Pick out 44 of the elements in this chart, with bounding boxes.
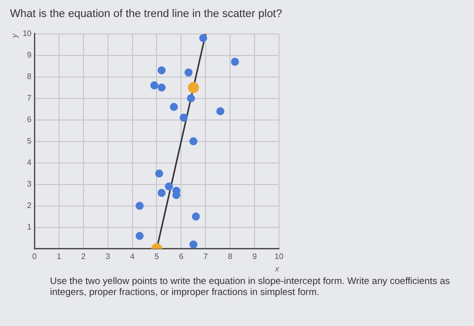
y-tick-label: 4 (27, 158, 32, 168)
y-tick-label: 2 (27, 201, 32, 210)
point (136, 232, 144, 240)
point (158, 66, 166, 74)
point (150, 81, 158, 90)
x-axis-title: x (274, 264, 280, 274)
y-axis-title: y (10, 32, 20, 39)
y-tick-label: 10 (22, 29, 32, 38)
chart-title: What is the equation of the trend line in the scatter plot? (10, 8, 282, 20)
y-tick-label: 9 (27, 50, 32, 60)
x-tick-label: 0 (32, 252, 38, 261)
y-tick-label: 3 (27, 180, 32, 189)
y-tick-label: 6 (27, 115, 32, 124)
point (186, 94, 195, 102)
point (184, 68, 193, 76)
x-tick-label: 3 (106, 252, 111, 261)
point (188, 82, 199, 94)
y-tick-label: 7 (27, 94, 32, 103)
point (192, 212, 200, 221)
x-tick-label: 10 (274, 252, 284, 261)
point (230, 58, 239, 66)
x-tick-label: 7 (203, 252, 208, 261)
point (189, 240, 198, 248)
x-tick-label: 8 (228, 252, 233, 261)
x-tick-label: 1 (56, 252, 62, 261)
y-tick-label: 8 (27, 72, 32, 82)
point (164, 182, 173, 190)
y-tick-label: 5 (27, 136, 32, 146)
point (199, 34, 208, 42)
point (180, 114, 188, 122)
point (158, 84, 166, 92)
point (158, 188, 166, 197)
y-tick-label: 1 (27, 222, 32, 232)
x-tick-label: 4 (130, 252, 136, 261)
x-tick-label: 6 (178, 252, 184, 261)
x-tick-label: 2 (81, 252, 86, 261)
text: Use the two yellow points to write the equation in slope-intercept form. Write any coefficients as integers, proper fractions, or improper fractions in simplest form. (50, 276, 451, 299)
x-tick-label: 9 (252, 252, 258, 261)
point (189, 137, 198, 146)
x-tick-label: 5 (154, 252, 160, 261)
point (216, 107, 224, 116)
point (155, 170, 164, 178)
point (136, 202, 144, 210)
point (170, 102, 178, 111)
